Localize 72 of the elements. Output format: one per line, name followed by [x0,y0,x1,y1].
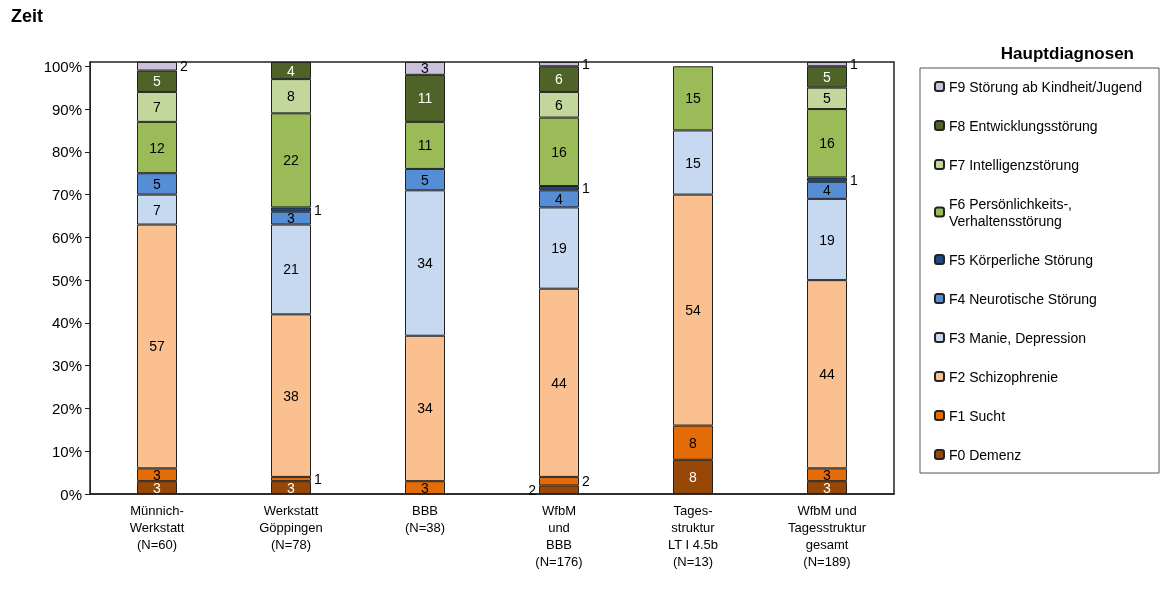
data-label: 3 [421,60,430,77]
y-tick-label: 90% [51,100,82,118]
x-tick-label: BBB (N=38) [404,503,446,535]
x-tick-label: Tages- struktur LT I 4.5b (N=13) [667,503,719,569]
data-label: 34 [417,255,433,272]
data-label: 5 [153,175,162,192]
data-label: 22 [283,152,299,169]
data-label: 3 [287,479,296,496]
data-label: 3 [421,479,430,496]
data-label: 6 [555,71,564,88]
y-tick-label: 40% [51,314,82,332]
legend-label: F4 Neurotische Störung [949,290,1097,307]
data-label: 1 [582,180,590,197]
legend-label: F0 Demenz [949,446,1022,463]
legend-label: F5 Körperliche Störung [949,251,1093,268]
data-label: 5 [153,73,162,90]
data-label: 12 [149,139,165,156]
data-label: 57 [149,338,165,355]
y-tick-label: 0% [60,485,82,503]
data-label: 8 [689,468,698,485]
data-label: 2 [582,473,590,490]
y-tick-label: 60% [51,228,82,246]
y-tick-label: 20% [51,399,82,417]
data-label: 7 [153,98,162,115]
legend-label: F7 Intelligenzstörung [949,156,1079,173]
legend-label: F9 Störung ab Kindheit/Jugend [949,78,1143,95]
x-tick-label: WfbM und Tagesstruktur gesamt (N=189) [787,503,867,569]
y-tick-label: 10% [51,442,82,460]
data-label: 5 [823,68,832,85]
y-tick-label: 70% [51,186,82,204]
legend-label: F8 Entwicklungsstörung [949,117,1098,134]
legend-label: F3 Manie, Depression [949,329,1086,346]
data-label: 15 [685,154,701,171]
data-label: 2 [180,58,188,75]
data-label: 4 [823,182,832,199]
y-tick-label: 50% [51,271,82,289]
y-tick-label: 100% [43,57,82,75]
chart-title: Zeit [11,6,44,26]
data-label: 44 [819,366,835,383]
data-label: 16 [819,135,835,152]
data-label: 6 [555,96,564,113]
data-label: 5 [823,90,832,107]
data-label: 38 [283,387,299,404]
data-label: 1 [314,201,322,218]
y-tick-label: 80% [51,143,82,161]
legend-label: F6 Persönlichkeits-, Verhaltensstörung [949,195,1076,229]
data-label: 3 [287,210,296,227]
data-label: 44 [551,374,567,391]
y-tick-label: 30% [51,357,82,375]
data-label: 4 [555,190,564,207]
legend-label: F2 Schizophrenie [949,368,1059,385]
data-label: 19 [551,240,567,257]
x-tick-label: WfbM und BBB (N=176) [535,503,583,569]
data-label: 1 [850,171,858,188]
x-tick-label: Werkstatt Göppingen (N=78) [259,503,323,552]
data-label: 16 [551,143,567,160]
data-label: 8 [689,434,698,451]
data-label: 11 [417,137,433,154]
data-label: 21 [283,261,299,278]
x-tick-label: Münnich- Werkstatt (N=60) [129,503,185,552]
data-label: 4 [287,62,296,79]
legend-label: F1 Sucht [949,407,1006,424]
data-label: 8 [287,88,296,105]
data-label: 19 [819,231,835,248]
data-label: 7 [153,201,162,218]
data-label: 34 [417,400,433,417]
legend-title: Hauptdiagnosen [1000,44,1134,63]
data-label: 54 [685,302,701,319]
data-label: 15 [685,90,701,107]
data-label: 1 [314,471,322,488]
data-label: 11 [417,90,433,107]
data-label: 5 [421,171,430,188]
